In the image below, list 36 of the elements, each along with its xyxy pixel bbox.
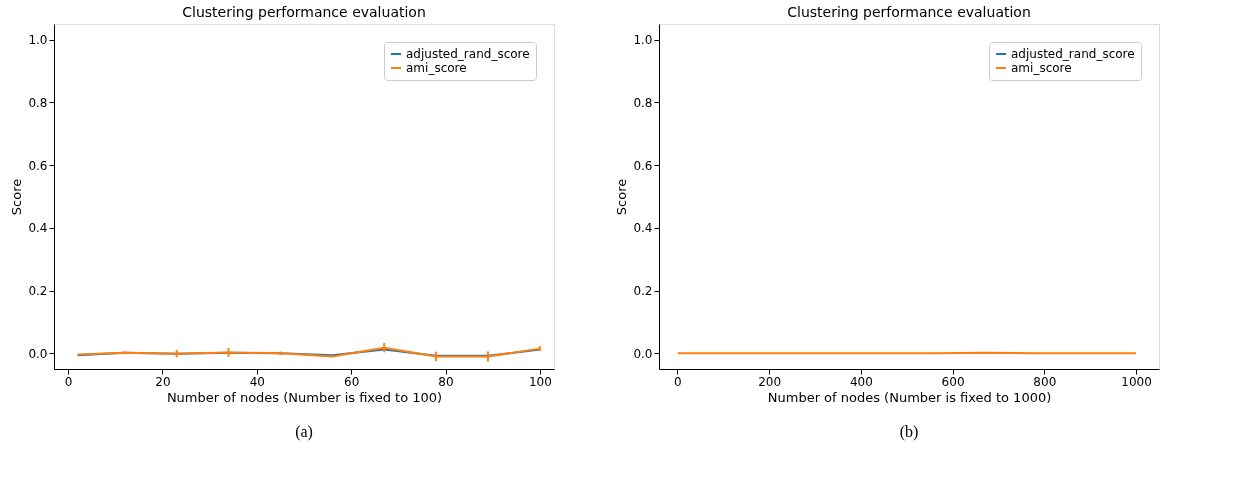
y-tick-label: 0.2 bbox=[633, 284, 653, 299]
y-axis-title: Score bbox=[614, 178, 630, 216]
x-tick-label: 0 bbox=[64, 374, 73, 389]
legend-label: ami_score bbox=[1011, 61, 1072, 75]
legend-label: ami_score bbox=[406, 61, 467, 75]
x-tick-label: 0 bbox=[674, 374, 682, 389]
x-tick-label: 1000 bbox=[1121, 374, 1152, 389]
y-tick-label: 0.6 bbox=[633, 158, 653, 173]
x-axis-title: Number of nodes (Number is fixed to 100) bbox=[166, 389, 443, 405]
x-tick-label: 40 bbox=[249, 374, 265, 389]
x-tick-label: 20 bbox=[155, 374, 171, 389]
x-axis-title: Number of nodes (Number is fixed to 1000) bbox=[767, 389, 1052, 405]
y-tick-label: 0.6 bbox=[28, 158, 48, 173]
text: (a) bbox=[295, 423, 313, 441]
chart-title: Clustering performance evaluation bbox=[787, 4, 1031, 20]
x-tick-label: 100 bbox=[528, 374, 552, 389]
y-tick-label: 0.4 bbox=[633, 221, 653, 236]
y-tick-label: 0.4 bbox=[28, 221, 48, 236]
y-tick-label: 0.0 bbox=[633, 346, 653, 361]
legend-label: adjusted_rand_score bbox=[406, 47, 530, 61]
x-tick-label: 800 bbox=[1033, 374, 1057, 389]
text: (b) bbox=[899, 423, 919, 441]
y-tick-label: 1.0 bbox=[633, 33, 653, 48]
x-tick-label: 60 bbox=[344, 374, 360, 389]
x-tick-label: 400 bbox=[849, 374, 873, 389]
legend-label: adjusted_rand_score bbox=[1011, 47, 1135, 61]
y-tick-label: 0.0 bbox=[28, 346, 48, 361]
y-tick-label: 0.8 bbox=[28, 95, 48, 110]
x-tick-label: 80 bbox=[438, 374, 454, 389]
y-tick-label: 0.2 bbox=[28, 284, 48, 299]
x-tick-label: 200 bbox=[758, 374, 782, 389]
y-tick-label: 1.0 bbox=[28, 33, 48, 48]
y-tick-label: 0.8 bbox=[633, 95, 653, 110]
y-axis-title: Score bbox=[9, 178, 25, 216]
x-tick-label: 600 bbox=[941, 374, 965, 389]
chart-title: Clustering performance evaluation bbox=[182, 4, 426, 20]
